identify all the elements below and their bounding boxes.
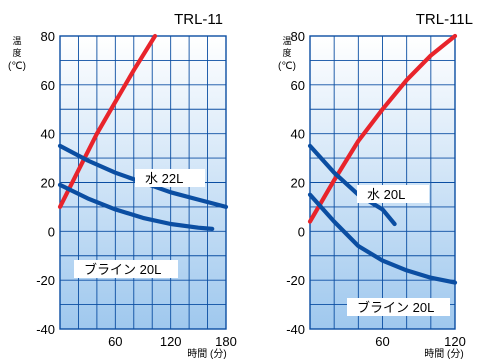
x-axis-label: 時間 (分) [187,348,226,360]
y-tick-label: -40 [286,322,305,337]
annotation-box [357,185,429,203]
annotation-label: 水 22L [145,171,183,186]
x-tick-label: 120 [160,334,182,349]
y-tick-label: 60 [291,78,305,93]
y-tick-label: 60 [41,78,55,93]
y-axis-unit: (℃) [278,61,296,72]
annotation-label: ブライン 20L [84,262,161,277]
y-tick-label: -20 [286,273,305,288]
x-tick-label: 180 [215,334,237,349]
series-line-red [307,33,458,224]
y-tick-label: 40 [41,127,55,142]
y-tick-label: 20 [291,176,305,191]
y-tick-label: 40 [291,127,305,142]
chart-trl-11: TRL-11 温 度 (℃) 80 60 40 20 0 -20 -40 60 120 180 水 … [8,11,237,360]
y-axis-label-char: 度 [282,47,291,58]
series-line-blue [307,192,458,285]
annotation-label: ブライン 20L [357,300,434,315]
y-tick-label: 0 [298,224,305,239]
annotation-box [135,169,205,187]
series-line-blue [57,182,215,231]
x-axis-label: 時間 (分) [424,348,463,360]
y-axis-label-char: 温 [282,36,291,46]
y-tick-label: -20 [36,273,55,288]
annotation-label: 水 20L [367,187,405,202]
x-tick-label: 60 [375,334,389,349]
y-tick-label: 0 [48,224,55,239]
y-tick-label: -40 [36,322,55,337]
y-axis-label-char: 温 [12,36,21,46]
annotation-box [347,298,450,316]
chart-trl-11l: TRL-11L 温 度 (℃) 80 60 40 20 0 -20 -40 60 120 水 20… [278,11,473,360]
series-line-red [57,33,158,209]
plot-area: 80 60 40 20 0 -20 -40 60 120 水 20L ブライン 20L [286,29,466,349]
y-tick-label: 20 [41,176,55,191]
y-axis-unit: (℃) [8,61,26,72]
plot-area: 80 60 40 20 0 -20 -40 60 120 180 水 22L ブライン 20L [36,29,237,349]
y-tick-label: 80 [291,29,305,44]
chart-title: TRL-11 [174,11,223,28]
y-tick-label: 80 [41,29,55,44]
x-tick-label: 120 [444,334,466,349]
annotation-box [74,260,178,278]
chart-title: TRL-11L [416,11,473,28]
x-tick-label: 60 [108,334,122,349]
y-axis-label-char: 度 [12,47,21,58]
